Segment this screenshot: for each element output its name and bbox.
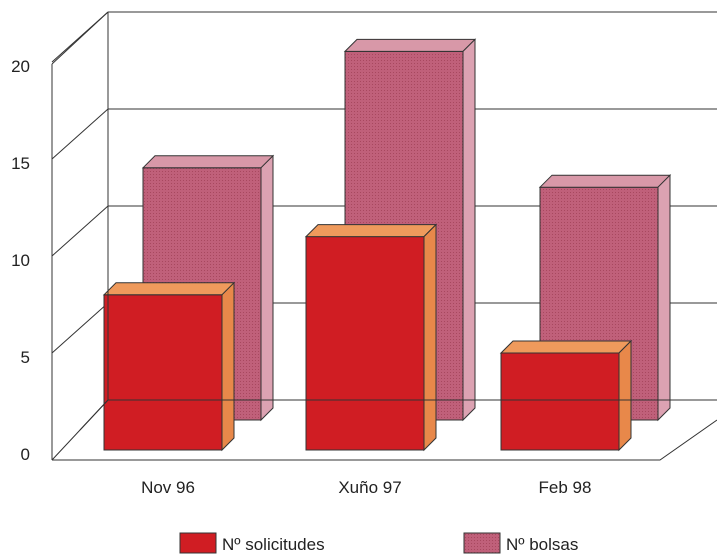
legend-swatch-1 — [463, 532, 501, 554]
legend: Nº solicitudes Nº bolsas — [179, 532, 578, 554]
y-tick-label-5: 5 — [21, 348, 30, 367]
floor-inner-edge — [79, 399, 109, 431]
bar-solicitudes-1-side — [423, 223, 437, 452]
labels: 0 5 10 15 20 Nov 96 Xuño 97 Feb 98 — [11, 57, 591, 497]
x-tick-label-1: Xuño 97 — [338, 478, 401, 497]
legend-swatch-0 — [179, 532, 217, 554]
y-tick-label-15: 15 — [11, 154, 30, 173]
x-tick-label-2: Feb 98 — [539, 478, 592, 497]
bar-bolsas-0-side — [260, 154, 274, 422]
series-solicitudes — [102, 223, 633, 452]
bar-solicitudes-2-top — [499, 340, 633, 354]
axes — [51, 11, 717, 461]
bar-solicitudes-1-face — [305, 236, 425, 451]
bar-solicitudes-0-side — [221, 281, 235, 452]
bar-solicitudes-0-top — [102, 282, 236, 296]
bar-solicitudes-2 — [499, 339, 633, 452]
gridline-side-5 — [51, 302, 109, 354]
bar-bolsas-1-top — [343, 38, 477, 52]
bar-solicitudes-0 — [102, 281, 236, 452]
y-tick-label-20: 20 — [11, 57, 30, 76]
bar-solicitudes-2-side — [618, 339, 632, 452]
y-tick-label-0: 0 — [21, 445, 30, 464]
side-wall-top-edge — [51, 11, 109, 65]
bar-solicitudes-0-face — [103, 294, 223, 451]
legend-label-1: Nº bolsas — [506, 535, 578, 554]
x-tick-label-0: Nov 96 — [141, 478, 195, 497]
bar-bolsas-0-top — [141, 155, 275, 169]
bar-solicitudes-1-top — [304, 224, 438, 238]
floor-front-edge — [52, 419, 717, 461]
legend-label-0: Nº solicitudes — [222, 535, 325, 554]
bar-bolsas-2-top — [538, 174, 672, 188]
y-tick-label-10: 10 — [11, 251, 30, 270]
bar-bolsas-1-side — [462, 38, 476, 422]
gridline-side-10 — [51, 205, 109, 257]
bar-solicitudes-1 — [304, 223, 438, 452]
bar-bolsas-2-side — [657, 173, 671, 422]
gridline-side-15 — [51, 108, 109, 160]
bar-solicitudes-2-face — [500, 352, 620, 451]
